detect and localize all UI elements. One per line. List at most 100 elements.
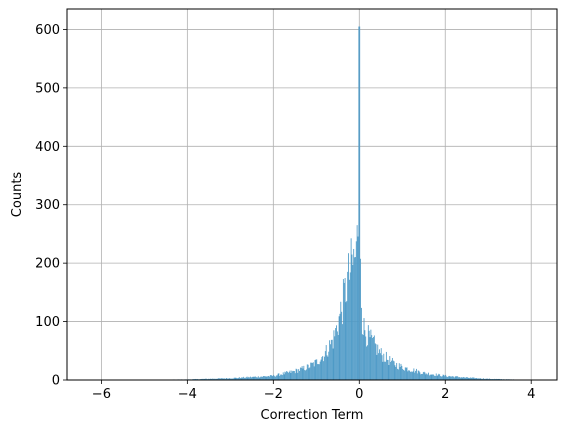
histogram-bar xyxy=(394,365,396,380)
histogram-bar xyxy=(316,359,318,380)
histogram-bar xyxy=(477,378,478,380)
histogram-bar xyxy=(412,371,414,380)
histogram-bar xyxy=(291,370,293,380)
histogram-bar xyxy=(477,378,479,380)
histogram-bar xyxy=(483,378,485,380)
histogram-bar xyxy=(348,279,350,380)
histogram-bar xyxy=(210,378,212,380)
histogram-bar xyxy=(239,377,241,380)
histogram-bar xyxy=(476,377,478,380)
histogram-bar xyxy=(305,370,306,380)
x-tick-label: 2 xyxy=(441,387,449,402)
histogram-bar xyxy=(236,378,238,380)
histogram-bar xyxy=(270,375,272,380)
histogram-bar xyxy=(214,378,215,380)
histogram-bar xyxy=(284,371,286,380)
histogram-bar xyxy=(446,376,448,380)
histogram-bar xyxy=(422,373,423,380)
histogram-bar xyxy=(305,369,307,380)
histogram-bar xyxy=(416,373,418,380)
histogram-bar xyxy=(235,377,237,380)
histogram-bar xyxy=(461,377,463,380)
histogram-bar xyxy=(472,377,474,380)
histogram-bar xyxy=(374,343,376,380)
histogram-bar xyxy=(460,377,462,380)
histogram-bar xyxy=(434,375,435,380)
histogram-bar xyxy=(427,374,429,380)
histogram-bar xyxy=(449,376,451,380)
histogram-bar xyxy=(452,376,454,380)
histogram-bar xyxy=(359,26,361,381)
histogram-bar xyxy=(434,375,436,380)
histogram-bar xyxy=(428,372,429,380)
histogram-bar xyxy=(298,369,300,380)
histogram-bar xyxy=(206,378,208,380)
axis-ticks: −6 −4 −2 0 2 4 0 100 200 300 400 500 600 xyxy=(35,23,535,402)
histogram-bar xyxy=(219,378,221,380)
histogram-bar xyxy=(473,377,475,380)
histogram-bar xyxy=(334,336,336,380)
histogram-bar xyxy=(218,378,220,380)
histogram-bar xyxy=(465,377,467,380)
histogram-bar xyxy=(351,254,353,380)
x-tick-label: −2 xyxy=(264,387,283,402)
histogram-bar xyxy=(303,365,305,380)
histogram-bar xyxy=(423,371,425,380)
histogram-bar xyxy=(433,374,435,380)
histogram-bar xyxy=(375,344,377,380)
histogram-bar xyxy=(286,371,288,380)
histogram-bar xyxy=(383,353,385,380)
histogram-bar xyxy=(483,378,484,380)
histogram-bar xyxy=(281,375,283,380)
histogram-bar xyxy=(373,335,375,380)
histogram-bar xyxy=(311,362,312,380)
histogram-bar xyxy=(371,335,373,380)
histogram-bar xyxy=(378,353,380,380)
histogram-bar xyxy=(489,378,491,380)
histogram-bar xyxy=(468,377,470,380)
histogram-bar xyxy=(348,253,349,380)
histogram-bar xyxy=(263,376,265,380)
histogram-bar xyxy=(249,377,251,380)
histogram-bar xyxy=(196,378,198,380)
histogram-bar xyxy=(354,257,356,380)
histogram-bar xyxy=(381,355,383,380)
y-tick-label: 300 xyxy=(35,198,60,213)
histogram-bar xyxy=(410,371,411,380)
histogram-bar xyxy=(401,365,403,380)
histogram-bar xyxy=(402,368,404,380)
histogram-bar xyxy=(428,375,430,380)
histogram-bar xyxy=(330,339,332,380)
histogram-bar xyxy=(231,378,233,380)
histogram-bar xyxy=(279,375,281,380)
y-tick-label: 200 xyxy=(35,257,60,272)
histogram-bar xyxy=(256,377,257,380)
histogram-bar xyxy=(247,377,249,380)
histogram-bar xyxy=(212,378,214,380)
histogram-bar xyxy=(372,337,374,380)
histogram-bar xyxy=(297,372,299,380)
histogram-bar xyxy=(416,368,417,380)
histogram-bar xyxy=(254,376,256,380)
histogram-bar xyxy=(430,374,432,380)
histogram-bar xyxy=(417,370,419,380)
histogram-bar xyxy=(288,371,290,380)
histogram-bar xyxy=(346,300,348,380)
histogram-bar xyxy=(403,370,405,380)
histogram-bar xyxy=(388,364,390,380)
histogram-bar xyxy=(408,370,410,380)
histogram-bar xyxy=(268,375,270,380)
histogram-bar xyxy=(331,339,333,380)
histogram-bar xyxy=(338,316,340,380)
histogram-bar xyxy=(344,278,346,380)
histogram-bar xyxy=(269,376,270,380)
histogram-bar xyxy=(465,377,466,380)
histogram-bar xyxy=(228,378,230,380)
histogram-bar xyxy=(266,376,268,380)
histogram-bar xyxy=(407,371,409,380)
histogram-bar xyxy=(474,378,476,380)
histogram-bar xyxy=(450,376,452,380)
histogram-bar xyxy=(304,370,306,380)
histogram-bar xyxy=(385,351,387,380)
histogram-bar xyxy=(384,361,386,380)
